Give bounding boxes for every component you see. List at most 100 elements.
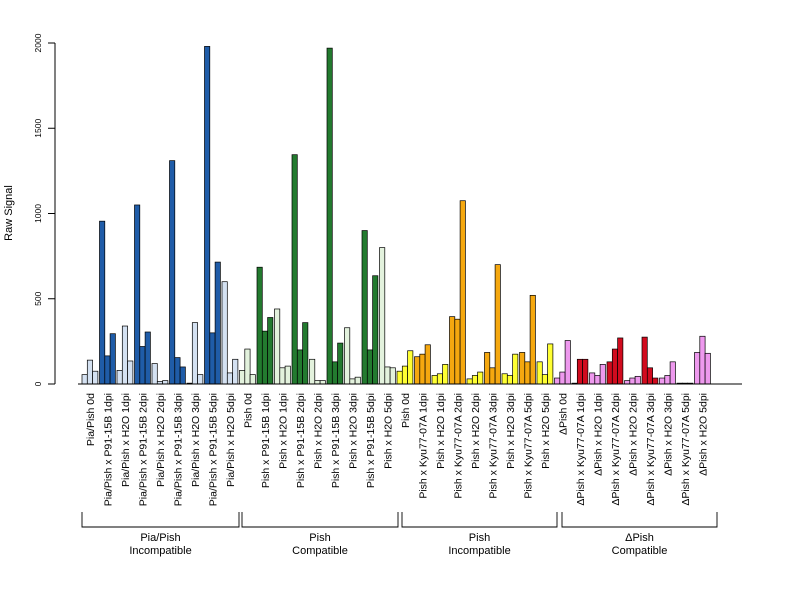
- bar: [519, 352, 526, 385]
- bar: [541, 374, 548, 385]
- bar: [442, 364, 449, 385]
- bar: [256, 266, 263, 385]
- x-tick-label: Pia/Pish x P91-15B 3dpi: [172, 393, 184, 506]
- x-tick-label: Pish x Kyu77-07A 2dpi: [452, 393, 464, 499]
- bar: [659, 377, 666, 385]
- bar: [379, 247, 386, 385]
- bar: [214, 261, 221, 385]
- x-tick-label: Pia/Pish x P91-15B 2dpi: [137, 393, 149, 506]
- x-tick-label: Pish x H2O 2dpi: [470, 393, 482, 469]
- bar: [319, 380, 326, 385]
- bar: [489, 367, 496, 385]
- y-tick-label: 1000: [33, 204, 43, 223]
- bar: [694, 352, 701, 385]
- y-tick-label: 2000: [33, 33, 43, 52]
- group-bracket: [561, 512, 718, 528]
- bar: [536, 361, 543, 385]
- bar: [326, 47, 333, 385]
- x-tick-label: ΔPish x Kyu77-07A 2dpi: [610, 393, 622, 506]
- bar: [261, 330, 268, 385]
- bar: [302, 322, 309, 385]
- bar: [559, 371, 566, 385]
- bar: [436, 373, 443, 385]
- y-axis: 0 500 1000 1500 2000: [33, 33, 56, 386]
- x-tick-label: Pia/Pish x H2O 3dpi: [190, 393, 202, 487]
- x-tick-label: ΔPish x H2O 1dpi: [592, 393, 604, 476]
- bar: [634, 375, 641, 385]
- bar: [284, 365, 291, 385]
- x-tick-label: Pish x P91-15B 3dpi: [330, 393, 342, 488]
- bar: [331, 361, 338, 385]
- x-tick-label: ΔPish x H2O 2dpi: [627, 393, 639, 476]
- x-tick-label: Pia/Pish 0d: [85, 393, 97, 446]
- x-tick-label: Pia/Pish x H2O 5dpi: [225, 393, 237, 487]
- bar: [134, 204, 141, 385]
- bar: [162, 380, 169, 385]
- bar: [459, 200, 466, 385]
- x-tick-label: ΔPish x Kyu77-07A 3dpi: [645, 393, 657, 506]
- bar: [267, 317, 274, 385]
- bar: [419, 353, 426, 385]
- bar: [221, 281, 228, 385]
- bar: [226, 372, 233, 385]
- x-tick-label: Pish x H2O 3dpi: [505, 393, 517, 469]
- group-label-line2: Compatible: [292, 545, 348, 557]
- bar: [127, 360, 134, 385]
- bar: [512, 353, 519, 385]
- bar: [232, 358, 239, 385]
- bar: [494, 264, 501, 385]
- x-tick-label: ΔPish x H2O 5dpi: [697, 393, 709, 476]
- bar: [454, 318, 461, 385]
- bar: [611, 348, 618, 385]
- bar: [109, 333, 116, 385]
- bar: [144, 331, 151, 385]
- bar: [589, 372, 596, 385]
- y-tick-label: 500: [33, 291, 43, 305]
- x-tick-label: ΔPish 0d: [557, 393, 569, 435]
- bar: [81, 374, 88, 385]
- group-bracket: [241, 512, 399, 528]
- x-tick-label: Pish x Kyu77-07A 3dpi: [487, 393, 499, 499]
- bar: [139, 346, 146, 385]
- bar: [599, 364, 606, 385]
- bar: [449, 316, 456, 385]
- bar: [484, 352, 491, 385]
- bar: [191, 322, 198, 385]
- group-label-line1: ΔPish: [625, 532, 654, 544]
- x-tick-label: Pish x H2O 5dpi: [540, 393, 552, 469]
- bar: [477, 371, 484, 385]
- bar: [92, 370, 99, 385]
- bar: [344, 327, 351, 385]
- x-tick-labels: Pia/Pish 0d Pia/Pish x P91-15B 1dpi Pia/Pi…: [85, 393, 710, 506]
- group-label-line2: Incompatible: [129, 545, 191, 557]
- x-tick-label: Pia/Pish x P91-15B 5dpi: [207, 393, 219, 506]
- bar: [244, 348, 251, 385]
- group-label-line2: Compatible: [612, 545, 668, 557]
- bar: [249, 374, 256, 385]
- group-bracket: [81, 512, 240, 528]
- bar: [582, 358, 589, 385]
- bar: [401, 365, 408, 385]
- x-tick-label: Pia/Pish x H2O 1dpi: [120, 393, 132, 487]
- bar: [361, 230, 368, 385]
- bar: [699, 335, 706, 385]
- x-tick-label: Pish x H2O 2dpi: [312, 393, 324, 469]
- bar: [389, 367, 396, 385]
- group-label-line1: Pia/Pish: [140, 532, 180, 544]
- bar: [204, 46, 211, 385]
- bar: [396, 370, 403, 385]
- bar: [116, 370, 123, 385]
- group-label-line1: Pish: [309, 532, 330, 544]
- bar: [554, 377, 561, 385]
- bar: [104, 355, 111, 385]
- x-tick-label: Pia/Pish x P91-15B 1dpi: [102, 393, 114, 506]
- x-tick-label: Pish x H2O 3dpi: [347, 393, 359, 469]
- bar: [337, 342, 344, 385]
- bar: [169, 160, 176, 385]
- bar: [594, 375, 601, 385]
- bar: [99, 220, 106, 385]
- bar: [354, 376, 361, 385]
- x-tick-label: Pish x H2O 5dpi: [382, 393, 394, 469]
